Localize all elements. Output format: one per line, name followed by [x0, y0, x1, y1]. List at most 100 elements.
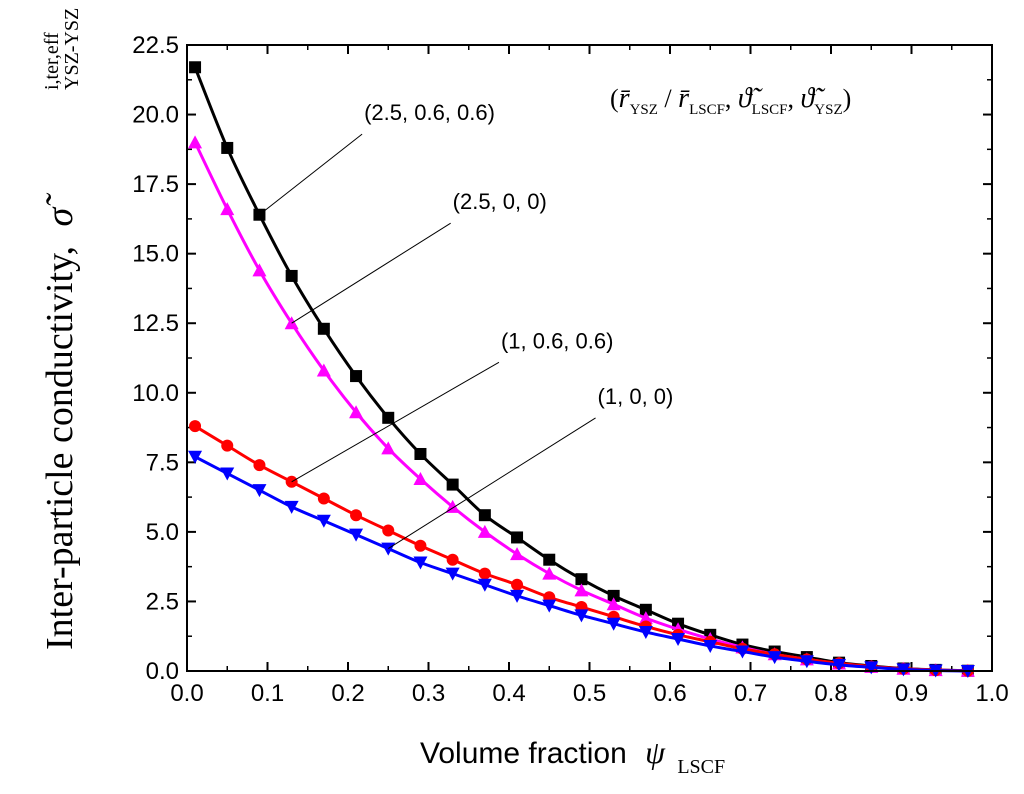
marker-triangle-up — [220, 202, 235, 216]
legend-title-part: , — [725, 84, 738, 113]
marker-triangle-up — [542, 566, 557, 580]
y-tick-label: 5.0 — [146, 519, 179, 546]
series-layer — [188, 61, 975, 678]
series-labels: (2.5, 0.6, 0.6) (2.5, 0, 0) (1, 0.6, 0.6) (… — [364, 100, 673, 409]
legend-title-part: YSZ — [814, 102, 842, 118]
y-tick-labels: 0.0 2.5 5.0 7.5 10.0 12.5 15.0 17.5 20.0 22.5 — [132, 32, 179, 685]
marker-triangle-up — [381, 441, 396, 455]
x-tick-label: 0.9 — [895, 680, 928, 707]
marker-square — [285, 269, 298, 282]
marker-square — [607, 589, 620, 602]
marker-circle — [189, 420, 202, 433]
marker-triangle-down — [252, 484, 267, 498]
x-axis-title: Volume fraction ψ LSCF — [420, 734, 725, 778]
marker-square — [511, 531, 524, 544]
marker-square — [189, 61, 202, 74]
x-tick-label: 0.5 — [573, 680, 606, 707]
marker-triangle-down — [316, 514, 331, 528]
legend-title-part: LSCF — [689, 102, 725, 118]
y-tick-label: 0.0 — [146, 658, 179, 685]
marker-triangle-down — [767, 651, 782, 665]
y-axis-title-subscript: YSZ-YSZ — [61, 8, 83, 90]
marker-triangle-up — [188, 135, 203, 149]
marker-triangle-down — [510, 589, 525, 603]
legend-title-part: / — [658, 84, 678, 113]
x-tick-label: 0.6 — [653, 680, 686, 707]
y-axis-title-text: Inter-particle conductivity, — [39, 246, 81, 650]
x-axis-title-text: Volume fraction — [420, 737, 627, 770]
series-label: (1, 0.6, 0.6) — [501, 328, 614, 353]
y-tick-label: 7.5 — [146, 449, 179, 476]
marker-triangle-down — [735, 645, 750, 659]
series-triangle-down — [188, 450, 975, 678]
x-tick-label: 0.4 — [492, 680, 525, 707]
marker-square — [639, 603, 652, 616]
legend-title-part: ( — [610, 84, 619, 113]
x-tick-labels: 0.0 0.1 0.2 0.3 0.4 0.5 0.6 0.7 0.8 0.9 1.0 — [170, 680, 1008, 707]
legend-title-part: YSZ — [630, 102, 658, 118]
x-tick-label: 0.1 — [251, 680, 284, 707]
marker-triangle-down — [606, 617, 621, 631]
series-label: (2.5, 0.6, 0.6) — [364, 100, 495, 125]
marker-triangle-up — [316, 363, 331, 377]
x-tick-label: 0.0 — [170, 680, 203, 707]
marker-triangle-up — [252, 263, 267, 277]
marker-square — [478, 509, 491, 522]
marker-triangle-down — [220, 467, 235, 481]
marker-square — [543, 553, 556, 566]
y-tick-label: 10.0 — [132, 380, 179, 407]
marker-triangle-up — [638, 611, 653, 625]
x-tick-label: 0.7 — [734, 680, 767, 707]
x-tick-label: 0.8 — [814, 680, 847, 707]
marker-triangle-down — [542, 599, 557, 613]
marker-triangle-up — [445, 499, 460, 513]
marker-square — [382, 411, 395, 424]
marker-square — [575, 573, 588, 586]
y-axis-title-superscript: i,ter,eff — [41, 32, 63, 90]
y-tick-label: 12.5 — [132, 310, 179, 337]
marker-triangle-up — [413, 472, 428, 486]
marker-triangle-down — [477, 578, 492, 592]
marker-triangle-up — [606, 597, 621, 611]
x-axis-title-symbol: ψ — [645, 734, 666, 770]
marker-triangle-up — [349, 405, 364, 419]
marker-triangle-down — [896, 663, 911, 677]
leader-lines — [259, 133, 596, 550]
marker-circle — [382, 524, 395, 537]
marker-triangle-down — [832, 658, 847, 672]
marker-square — [446, 478, 459, 491]
marker-circle — [446, 553, 459, 566]
marker-square — [414, 447, 427, 460]
legend-title-part: , — [788, 84, 801, 113]
y-axis-title: Inter-particle conductivity, σ̃ i,ter,ef… — [39, 8, 83, 650]
marker-circle — [350, 509, 363, 522]
marker-triangle-down — [574, 609, 589, 623]
marker-square — [350, 370, 363, 383]
leader-line — [387, 417, 596, 550]
legend-title-part: r̄ — [619, 83, 631, 114]
marker-triangle-down — [445, 567, 460, 581]
marker-triangle-down — [349, 528, 364, 542]
x-tick-label: 1.0 — [975, 680, 1008, 707]
marker-triangle-up — [510, 547, 525, 561]
marker-triangle-up — [574, 583, 589, 597]
marker-square — [317, 322, 330, 335]
leader-line — [259, 133, 363, 216]
marker-square — [221, 141, 234, 154]
marker-triangle-down — [413, 556, 428, 570]
legend-title-part: r̄ — [678, 83, 690, 114]
series-label: (1, 0, 0) — [598, 384, 674, 409]
marker-circle — [317, 492, 330, 505]
marker-circle — [478, 567, 491, 580]
marker-triangle-down — [188, 450, 203, 464]
marker-circle — [414, 539, 427, 552]
marker-triangle-down — [799, 655, 814, 669]
marker-triangle-down — [671, 633, 686, 647]
x-axis-title-subscript: LSCF — [677, 756, 725, 778]
legend-title-part: ) — [843, 84, 852, 113]
y-tick-label: 2.5 — [146, 588, 179, 615]
legend-title-part: LSCF — [752, 102, 788, 118]
marker-triangle-up — [477, 524, 492, 538]
